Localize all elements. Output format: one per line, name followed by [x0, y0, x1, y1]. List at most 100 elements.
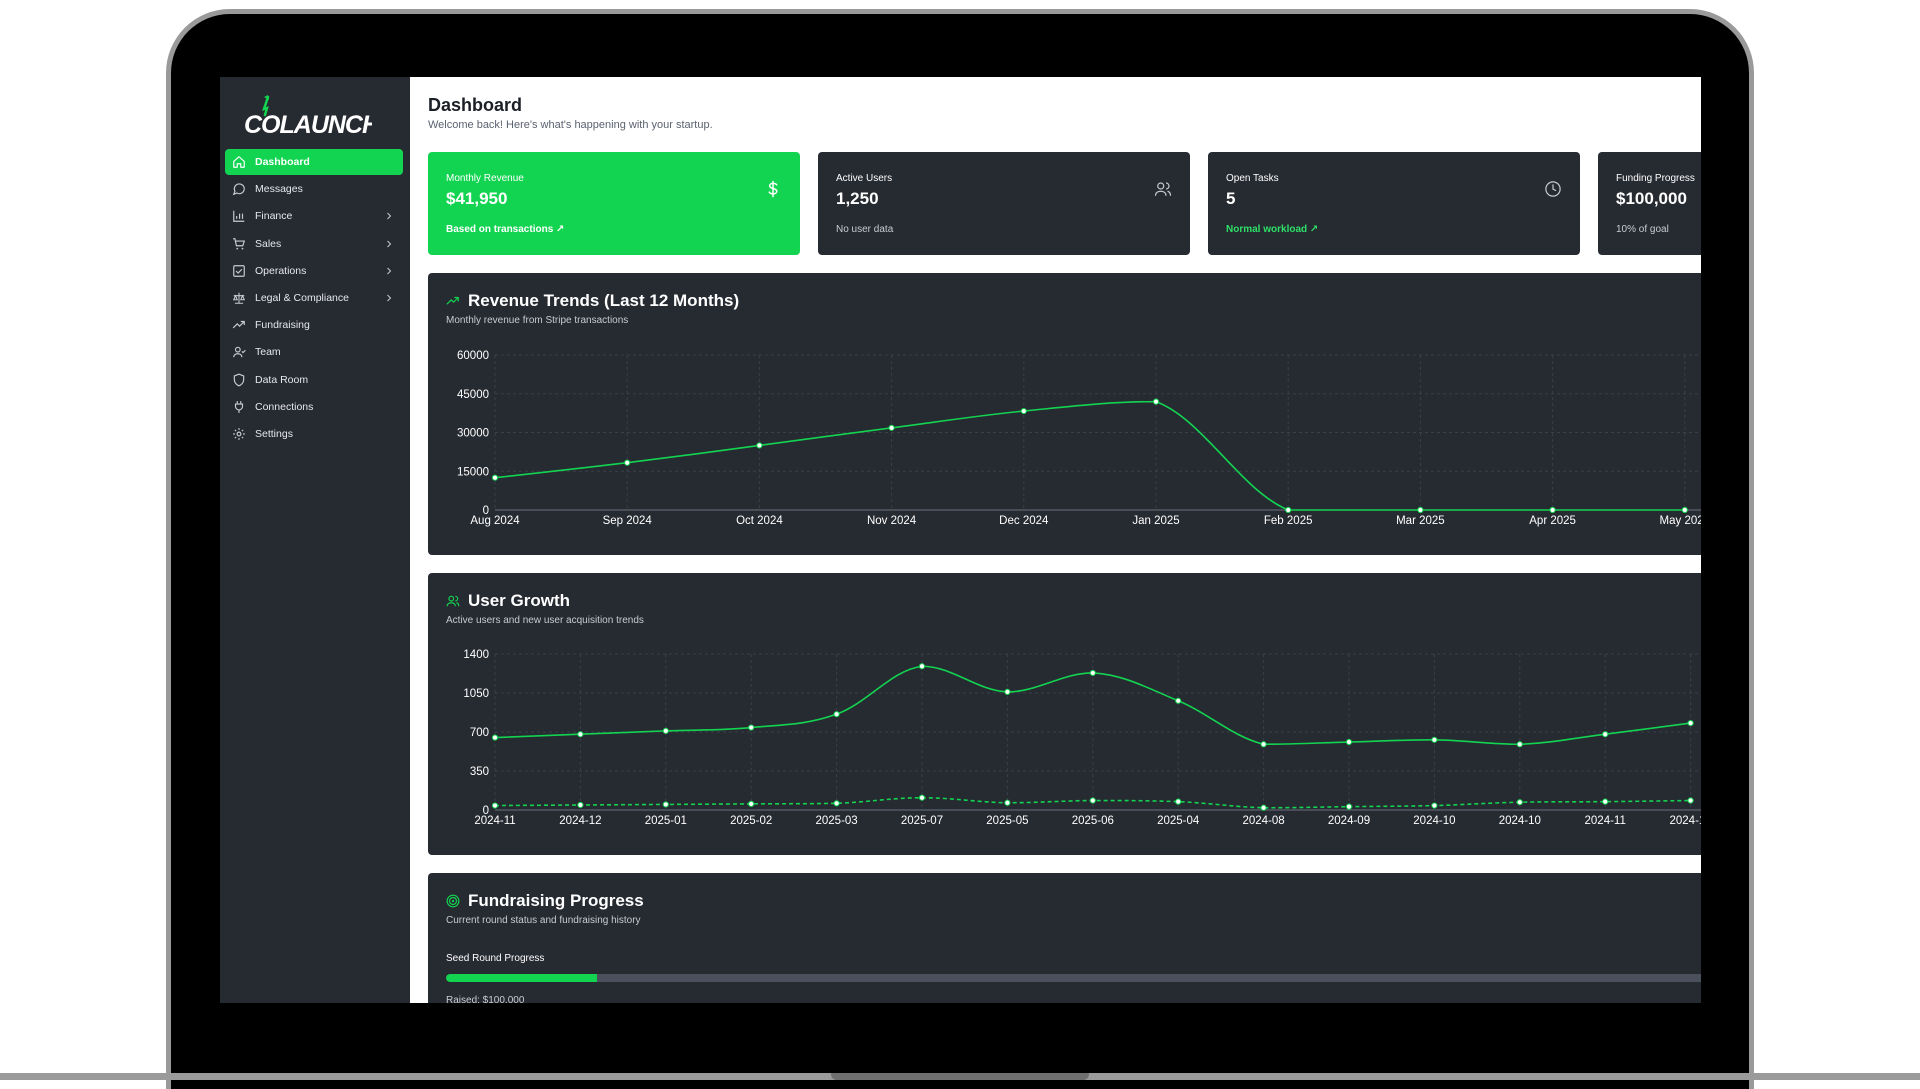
dollar-icon [768, 180, 778, 198]
x-tick-label: 2025-03 [815, 815, 857, 827]
data-point [1260, 741, 1267, 748]
data-point [888, 424, 895, 431]
data-point [1681, 506, 1688, 514]
card-title: Funding Progress [1616, 173, 1695, 184]
sidebar-item-data-room[interactable]: Data Room [225, 367, 403, 393]
user-growth-chart: 0 350 700 1050 1400 2024-11 2024-12 2025-01 2025… [463, 649, 1701, 827]
card-title: Open Tasks [1226, 173, 1279, 184]
data-point [491, 734, 499, 741]
card-funding-progress[interactable]: Funding Progress $100,000 10% of goal [1598, 152, 1701, 255]
x-tick-label: 2025-05 [986, 815, 1028, 827]
sidebar-item-connections[interactable]: Connections [225, 394, 403, 420]
x-tick-label: Feb 2025 [1264, 515, 1313, 527]
data-point [1602, 731, 1609, 738]
x-tick-label: 2024-10 [1499, 815, 1541, 827]
sidebar-item-legal-compliance[interactable]: Legal & Compliance [225, 285, 403, 311]
data-point [1516, 799, 1523, 806]
page-subtitle: Welcome back! Here's what's happening wi… [428, 119, 713, 131]
bar-chart-icon [233, 211, 245, 223]
data-point [1345, 803, 1353, 810]
x-tick-label: Mar 2025 [1396, 515, 1445, 527]
raised-amount: Raised: $100,000 [446, 995, 525, 1003]
data-point [662, 801, 669, 808]
data-point [748, 800, 755, 807]
clock-icon [1545, 181, 1561, 197]
data-point [1020, 407, 1027, 415]
y-tick-label: 60000 [457, 350, 489, 362]
data-point [1004, 799, 1011, 806]
data-point [918, 794, 926, 801]
card-note: No user data [836, 224, 894, 235]
main-content: Dashboard Welcome back! Here's what's ha… [410, 77, 1701, 1003]
panel-subtitle: Active users and new user acquisition tr… [446, 615, 644, 626]
y-tick-label: 350 [470, 766, 489, 778]
chevron-right-icon [387, 213, 392, 220]
sidebar-item-sales[interactable]: Sales [225, 231, 403, 257]
x-tick-label: Apr 2025 [1529, 515, 1576, 527]
x-tick-label: Jan 2025 [1132, 515, 1179, 527]
x-tick-label: 2025-01 [645, 815, 687, 827]
data-point [1687, 797, 1694, 804]
y-tick-label: 15000 [457, 466, 489, 478]
user-icon [233, 347, 246, 358]
page-title: Dashboard [428, 95, 523, 115]
data-point [756, 442, 763, 449]
sidebar-item-label: Legal & Compliance [255, 291, 349, 304]
card-active-users[interactable]: Active Users 1,250 No user data [818, 152, 1190, 255]
y-tick-label: 0 [483, 505, 489, 517]
x-tick-label: 2024-11 [1585, 815, 1626, 827]
trending-up-icon [446, 296, 459, 305]
x-tick-label: 2025-02 [730, 815, 772, 827]
sidebar-item-dashboard[interactable]: Dashboard [225, 149, 403, 175]
card-note: Based on transactions ↗ [446, 224, 565, 235]
data-point [1431, 736, 1438, 743]
card-note: 10% of goal [1616, 224, 1669, 235]
sidebar-item-fundraising[interactable]: Fundraising [225, 312, 403, 338]
x-tick-label: 2025-06 [1072, 815, 1114, 827]
sidebar-item-messages[interactable]: Messages [225, 176, 403, 202]
card-open-tasks[interactable]: Open Tasks 5 Normal workload ↗ [1208, 152, 1580, 255]
sidebar-item-operations[interactable]: Operations [225, 258, 403, 284]
y-tick-label: 0 [483, 805, 489, 817]
panel-title: Revenue Trends (Last 12 Months) [468, 291, 740, 310]
funding-progress-fill [446, 974, 597, 982]
data-point [1089, 797, 1096, 804]
card-monthly-revenue[interactable]: Monthly Revenue $41,950 Based on transac… [428, 152, 800, 255]
y-tick-label: 45000 [457, 389, 489, 401]
x-tick-label: 2024-12 [1669, 815, 1701, 827]
colaunch-logo[interactable]: COLAUNCH [242, 91, 372, 141]
sidebar-item-label: Settings [255, 427, 293, 440]
sidebar-item-label: Messages [255, 183, 303, 196]
data-point [577, 801, 584, 809]
data-point [491, 802, 499, 809]
sidebar-item-finance[interactable]: Finance [225, 203, 403, 229]
y-tick-label: 30000 [457, 428, 489, 440]
sidebar-item-team[interactable]: Team [225, 339, 403, 365]
svg-text:COLAUNCH: COLAUNCH [244, 111, 372, 139]
data-point [624, 459, 631, 466]
chart-grid [494, 354, 1701, 511]
sidebar-item-label: Connections [255, 400, 314, 413]
panel-title: User Growth [468, 591, 571, 610]
home-icon [233, 156, 245, 168]
sidebar-item-label: Fundraising [255, 319, 310, 332]
data-point [1175, 798, 1182, 805]
trending-up-icon [232, 321, 245, 329]
x-tick-label: 2025-07 [901, 815, 943, 827]
users-icon [1154, 182, 1172, 196]
y-tick-label: 1050 [463, 688, 489, 700]
chart-grid [494, 653, 1701, 811]
round-label: Seed Round Progress [446, 953, 545, 964]
data-point [1417, 506, 1424, 514]
data-point [1089, 669, 1096, 677]
data-point [833, 800, 840, 807]
y-tick-label: 700 [470, 727, 489, 739]
y-tick-label: 1400 [463, 649, 489, 661]
sidebar-item-label: Finance [255, 210, 293, 223]
sidebar-item-settings[interactable]: Settings [225, 421, 403, 447]
x-tick-label: 2024-10 [1413, 815, 1455, 827]
data-point [1431, 802, 1438, 809]
card-value: $100,000 [1616, 189, 1687, 208]
sidebar-item-label: Data Room [255, 373, 309, 386]
x-tick-label: May 2025 [1660, 515, 1701, 527]
